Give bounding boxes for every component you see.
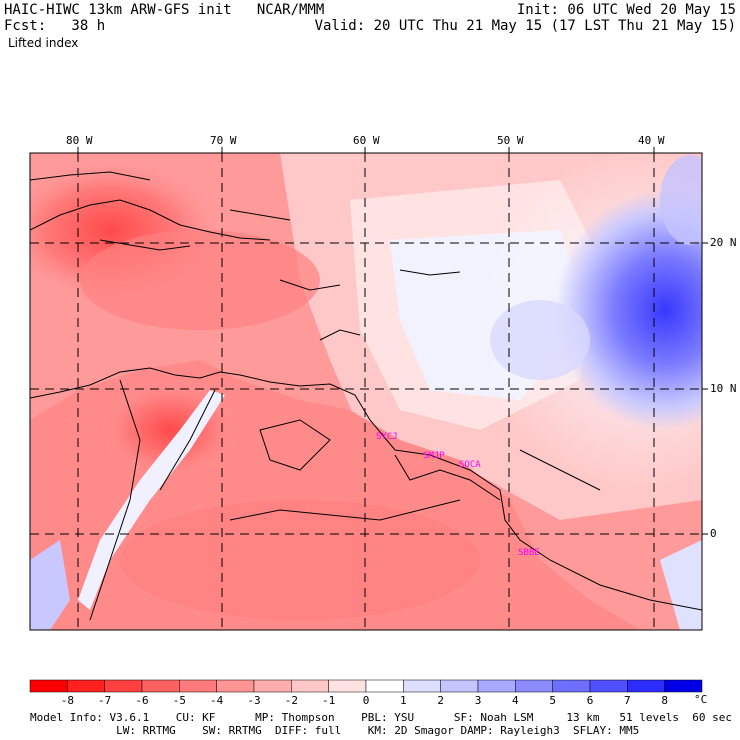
coastlines (30, 171, 702, 621)
station-soca: SOCA (459, 460, 481, 470)
map-frame (29, 152, 703, 631)
model-info-line1: Model Info: V3.6.1 CU: KF MP: Thompson P… (30, 711, 732, 724)
colorbar-tick-label: -6 (135, 694, 149, 707)
colorbar-tick-label: 5 (549, 694, 556, 707)
colorbar-tick-label: 3 (474, 694, 482, 707)
andes-stable-band (78, 390, 225, 610)
lon-label-50w: 50 W (497, 134, 524, 147)
colorbar-tick-label: 4 (512, 694, 519, 707)
field-name: Lifted index (8, 36, 79, 50)
colorbar-tick-label: -2 (284, 694, 298, 707)
lat-label-equator: 0 (710, 527, 717, 540)
colorbar-swatch (589, 679, 628, 693)
lon-label-80w: 80 W (66, 134, 93, 147)
stable-region (555, 190, 702, 430)
lat-label-20n: 20 N (710, 236, 737, 249)
colorbar-swatch (67, 679, 105, 693)
colorbar-swatch (664, 679, 703, 693)
colorbar-swatch (403, 679, 441, 693)
colorbar-swatch (477, 679, 516, 693)
colorbar-tick-label: -4 (210, 694, 224, 707)
model-info-line2: LW: RRTMG SW: RRTMG DIFF: full KM: 2D Sm… (30, 724, 640, 737)
forecast-hour: Fcst: 38 h (4, 18, 106, 34)
colorbar-swatch (253, 679, 292, 693)
lat-lon-grid (30, 153, 702, 630)
valid-time: Valid: 20 UTC Thu 21 May 15 (17 LST Thu … (314, 18, 736, 34)
init-time: Init: 06 UTC Wed 20 May 15 (516, 2, 736, 18)
colorbar-tick-label: -7 (98, 694, 112, 707)
colorbar-tick-label: -3 (247, 694, 261, 707)
chart-title: HAIC-HIWC 13km ARW-GFS init NCAR/MMM (4, 2, 325, 18)
colorbar-tick-label: -1 (322, 694, 336, 707)
station-smjp: SMJP (423, 451, 445, 461)
colorbar-swatch (440, 679, 479, 693)
station-sbbe: SBBE (518, 548, 540, 558)
lat-label-10n: 10 N (710, 382, 737, 395)
map-ticks (77, 147, 708, 535)
colorbar-tick-label: -5 (172, 694, 186, 707)
colorbar-tick-label: 0 (362, 694, 370, 707)
colorbar-unit: °C (694, 693, 708, 706)
colorbar-tick-label: 8 (661, 694, 668, 707)
lon-label-60w: 60 W (353, 134, 380, 147)
colorbar-tick-label: 1 (400, 694, 407, 707)
colorbar-swatch (141, 679, 180, 693)
lon-label-40w: 40 W (638, 134, 665, 147)
colorbar-swatch (179, 679, 217, 693)
colorbar-swatch (29, 679, 68, 693)
colorbar (29, 679, 703, 693)
colorbar-swatch (104, 679, 143, 693)
colorbar-swatch (216, 679, 255, 693)
colorbar-swatch (552, 679, 591, 693)
station-sycj: SYCJ (376, 432, 398, 442)
colorbar-swatch (291, 679, 329, 693)
colorbar-swatch (515, 679, 553, 693)
colorbar-tick-label: 6 (586, 694, 594, 707)
colorbar-swatch (328, 679, 367, 693)
colorbar-swatch (627, 679, 665, 693)
colorbar-tick-label: -8 (60, 694, 74, 707)
lon-label-70w: 70 W (210, 134, 237, 147)
colorbar-swatch (365, 679, 404, 693)
colorbar-tick-label: 7 (624, 694, 631, 707)
colorbar-tick-label: 2 (437, 694, 444, 707)
